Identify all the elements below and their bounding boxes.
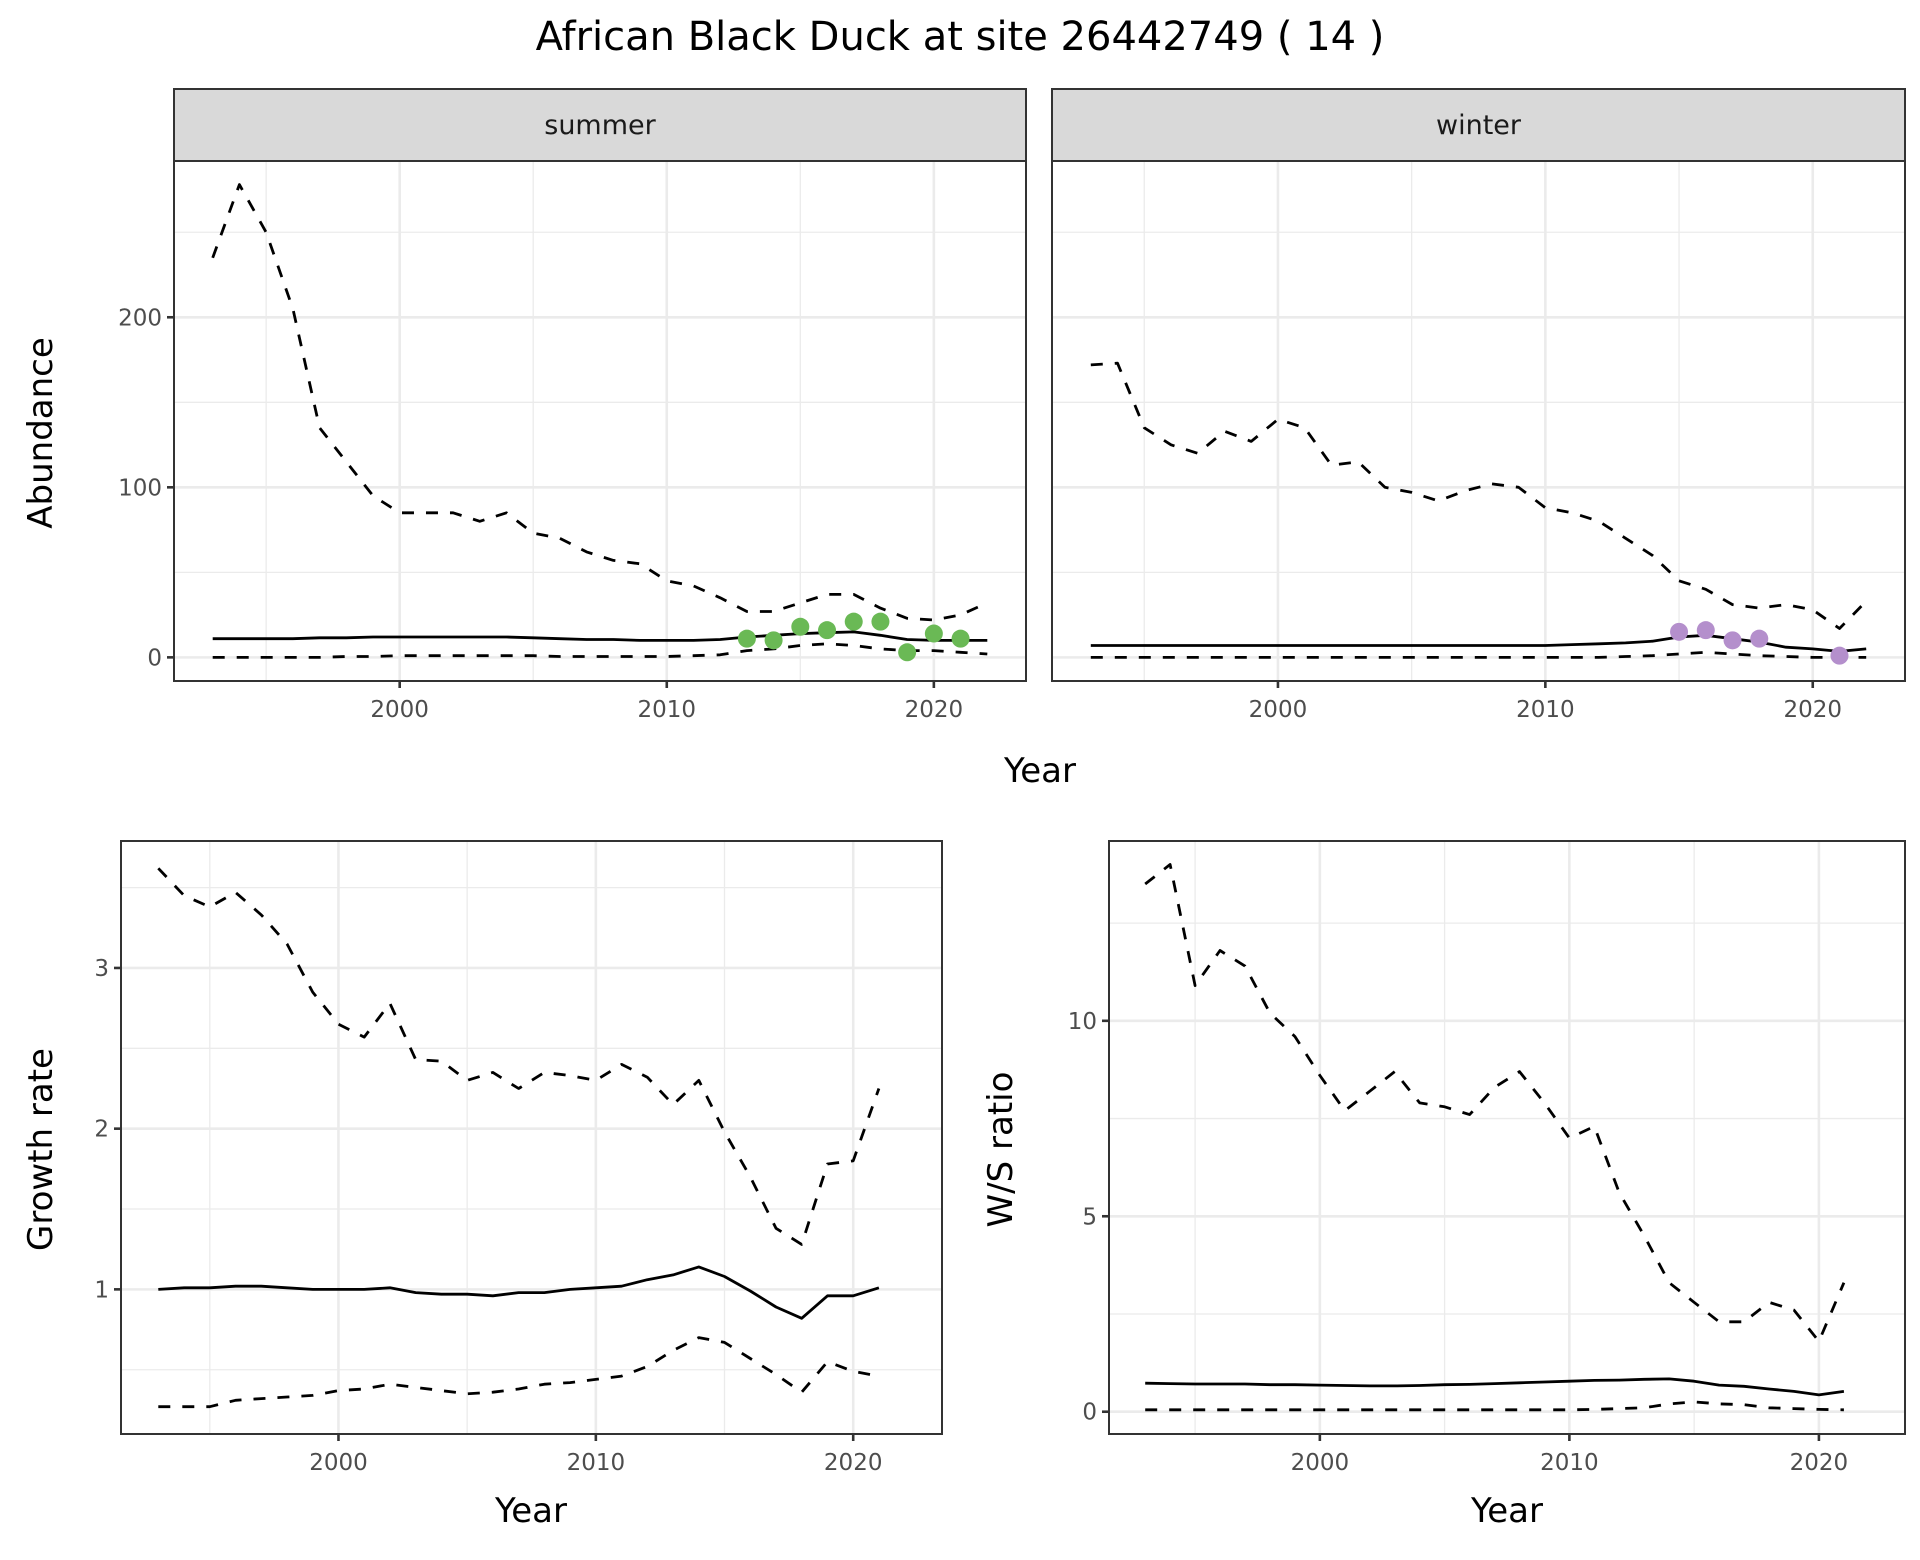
y-axis-title: Growth rate	[21, 1048, 61, 1251]
x-tick-label: 2020	[824, 1450, 883, 1476]
y-tick-label: 100	[118, 475, 162, 501]
x-tick-label: 2010	[1516, 697, 1575, 723]
facet-strip	[173, 88, 1027, 162]
y-tick-label: 2	[94, 1117, 109, 1143]
series-lower-line	[1145, 1400, 1844, 1412]
x-tick-label: 2020	[905, 697, 964, 723]
plot-background	[121, 841, 942, 1434]
x-axis-title: Year	[1470, 1491, 1543, 1531]
panel-w-s-ratio: 2000 2010 2020 0 5 10 W/S ratio Year	[981, 840, 1906, 1531]
series-mean-line	[158, 1265, 880, 1320]
plot-background	[1109, 841, 1905, 1434]
observed-count-point	[764, 631, 783, 650]
panel-summer: 2000 2010 2020 0 100 200 summer Abundance	[21, 88, 1027, 723]
panel-growth-rate: 2000 2010 2020 1 2 3 Growth rate Year	[21, 840, 943, 1531]
x-tick-label: 2000	[309, 1450, 368, 1476]
y-tick-label: 3	[94, 956, 109, 982]
y-tick-label: 10	[1068, 1009, 1097, 1035]
panel-border	[1108, 840, 1906, 1435]
series-mean-line	[212, 630, 988, 642]
panel-border	[120, 840, 943, 1435]
x-tick-label: 2000	[370, 697, 429, 723]
observed-count-point	[791, 617, 810, 636]
plot-background	[1052, 161, 1905, 681]
observed-count-point	[951, 629, 970, 648]
observed-count-point	[1723, 631, 1742, 650]
y-tick-label: 0	[147, 645, 162, 671]
facet-strip	[1051, 88, 1906, 162]
x-axis-title: Year	[494, 1491, 567, 1531]
y-tick-label: 5	[1082, 1204, 1097, 1230]
x-tick-label: 2020	[1783, 697, 1842, 723]
x-tick-label: 2010	[1540, 1450, 1599, 1476]
y-axis-title: Abundance	[21, 337, 61, 529]
observed-count-point	[818, 621, 837, 640]
x-axis-title-top: Year	[1003, 751, 1076, 791]
facet-strip-label: summer	[544, 110, 656, 141]
plot-background	[174, 161, 1026, 681]
x-tick-label: 2020	[1790, 1450, 1849, 1476]
figure-title: African Black Duck at site 26442749 ( 14…	[536, 14, 1385, 60]
observed-count-point	[898, 643, 917, 662]
facet-strip-label: winter	[1436, 110, 1522, 141]
observed-count-point	[1830, 646, 1849, 665]
observed-count-point	[1750, 629, 1769, 648]
observed-count-point	[1670, 622, 1689, 641]
panel-winter: 2000 2010 2020 winter	[1051, 88, 1906, 723]
observed-count-point	[1696, 621, 1715, 640]
observed-count-point	[844, 612, 863, 631]
series-upper-line	[157, 867, 881, 1246]
series-mean-line	[1145, 1377, 1845, 1397]
x-tick-label: 2000	[1249, 697, 1308, 723]
y-axis-title: W/S ratio	[981, 1072, 1021, 1228]
x-tick-label: 2010	[567, 1450, 626, 1476]
y-tick-label: 1	[94, 1277, 109, 1303]
x-tick-label: 2000	[1291, 1450, 1350, 1476]
y-tick-label: 200	[118, 305, 162, 331]
observed-count-point	[871, 612, 890, 631]
observed-count-point	[924, 624, 943, 643]
x-tick-label: 2010	[637, 697, 696, 723]
series-upper-line	[1090, 361, 1868, 630]
observed-count-point	[737, 629, 756, 648]
series-lower-line	[1090, 650, 1867, 659]
y-tick-label: 0	[1082, 1400, 1097, 1426]
series-upper-line	[211, 183, 988, 622]
series-lower-line	[212, 642, 988, 659]
series-lower-line	[158, 1336, 880, 1409]
